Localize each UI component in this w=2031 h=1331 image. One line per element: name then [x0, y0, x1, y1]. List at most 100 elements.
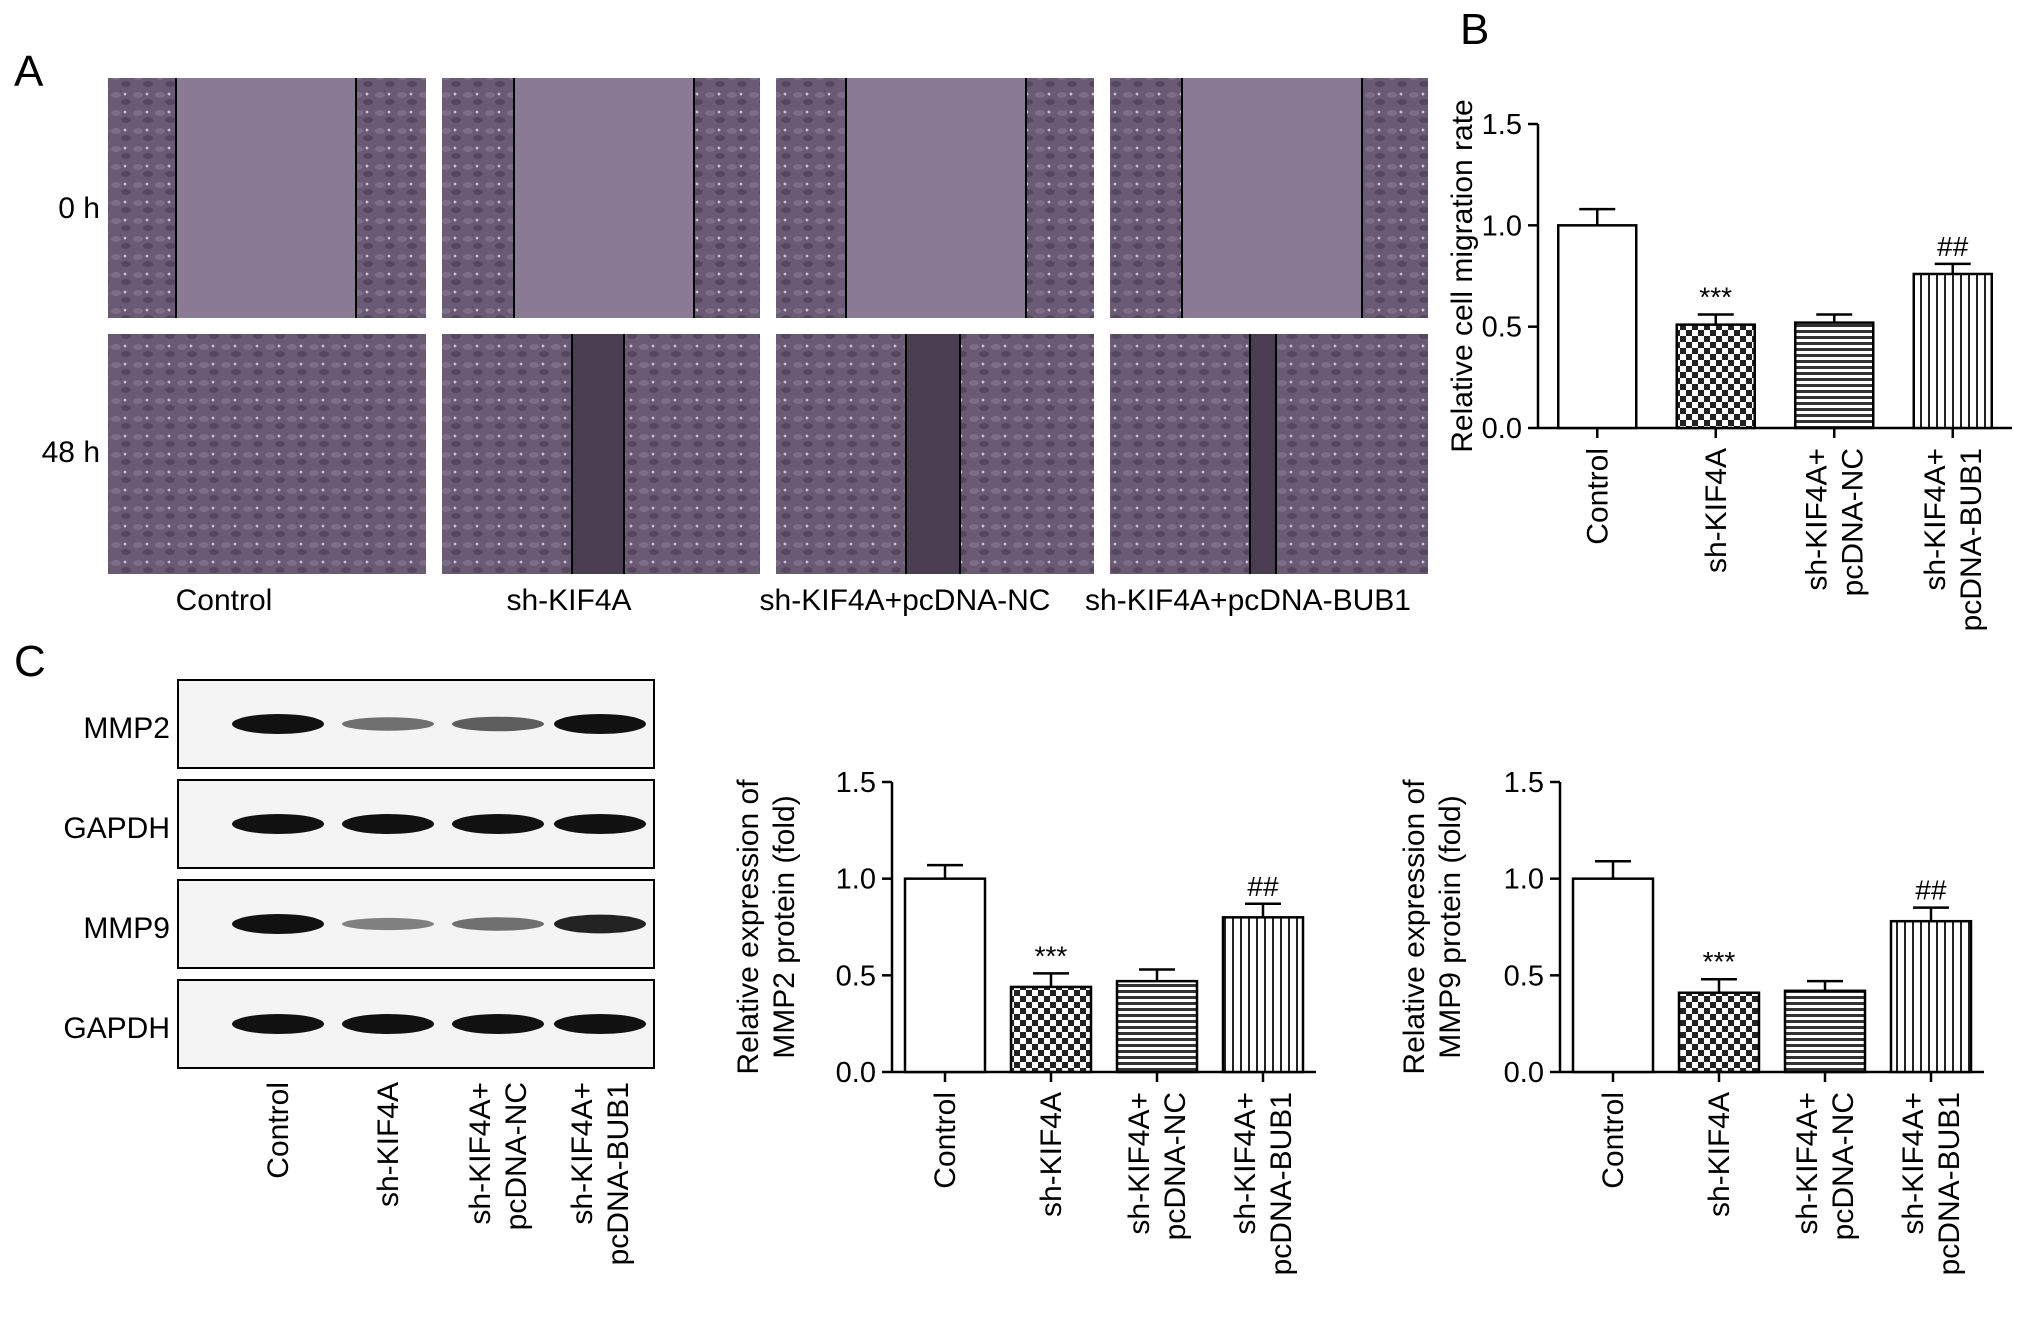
x-tick-label: pcDNA-NC: [1159, 1092, 1192, 1240]
x-tick-label: sh-KIF4A: [1700, 448, 1733, 573]
x-tick-label: pcDNA-BUB1: [1955, 448, 1988, 631]
blot-lane-label-2-1: pcDNA-NC: [500, 1082, 533, 1230]
wound-gap-0-3: [1182, 78, 1362, 318]
blot-band-0-3: [554, 714, 646, 734]
blot-band-1-1: [342, 814, 434, 834]
micrograph-1-0: [108, 334, 426, 574]
band-label-gapdh-2: GAPDH: [63, 1012, 170, 1045]
x-tick-label: Control: [1597, 1092, 1630, 1189]
blot-lane-label-0-0: Control: [262, 1082, 295, 1179]
bar: [903, 877, 987, 1074]
blot-band-2-1: [342, 917, 434, 931]
y-axis-label: MMP9 protein (fold): [1434, 795, 1467, 1058]
y-tick-label: 0.0: [836, 1057, 876, 1089]
blot-band-3-0: [232, 1014, 324, 1034]
bar: [1912, 272, 1993, 430]
significance-mark: ##: [1937, 231, 1969, 262]
x-tick-label: sh-KIF4A: [1035, 1092, 1068, 1217]
row-label-48h: 48 h: [42, 436, 100, 469]
bar: [1783, 989, 1867, 1074]
wound-gap-0-2: [846, 78, 1026, 318]
x-tick-label: Control: [929, 1092, 962, 1189]
chart-mmp2-expression: 0.0 0.5 1.0 1.5 Relative expression of MMP2 p…: [732, 767, 1316, 1275]
blot-band-1-3: [554, 814, 646, 834]
y-tick-label: 0.0: [1482, 413, 1522, 445]
blot-lane-label-3-1: pcDNA-BUB1: [602, 1082, 635, 1265]
x-tick-label: pcDNA-BUB1: [1933, 1092, 1966, 1275]
y-axis-label: MMP2 protein (fold): [768, 795, 801, 1058]
band-label-mmp9: MMP9: [83, 912, 170, 945]
blot-lane-label-3-0: sh-KIF4A+: [566, 1082, 599, 1225]
panel-letter-b: B: [1460, 5, 1489, 54]
y-tick-label: 1.5: [1482, 109, 1522, 141]
significance-mark: ##: [1247, 871, 1279, 902]
blot-band-2-2: [452, 917, 544, 931]
y-tick-label: 1.0: [1504, 864, 1544, 896]
column-label-control: Control: [176, 584, 273, 617]
blot-band-3-3: [554, 1014, 646, 1034]
row-label-0h: 0 h: [58, 192, 100, 225]
blot-band-3-2: [452, 1014, 544, 1034]
y-axis-label: Relative expression of: [1398, 779, 1431, 1075]
band-label-gapdh-1: GAPDH: [63, 812, 170, 845]
blot-band-2-3: [554, 914, 646, 934]
bar: [1571, 877, 1655, 1074]
y-tick-label: 0.0: [1504, 1057, 1544, 1089]
wound-gap-0-0: [176, 78, 356, 318]
x-tick-label: pcDNA-NC: [1827, 1092, 1860, 1240]
bar: [1677, 991, 1761, 1074]
blot-band-2-0: [232, 914, 324, 934]
y-tick-label: 0.5: [1504, 960, 1544, 992]
column-label-sh-kif4a-pcdna-nc: sh-KIF4A+pcDNA-NC: [760, 584, 1051, 617]
blot-band-1-2: [452, 814, 544, 834]
significance-mark: ##: [1915, 875, 1947, 906]
panel-letter-a: A: [14, 47, 44, 96]
bar: [1221, 916, 1305, 1074]
band-label-mmp2: MMP2: [83, 712, 170, 745]
western-blot: MMP2 GAPDH MMP9 GAPDH Control sh-KIF4A sh-…: [63, 679, 655, 1265]
x-tick-label: sh-KIF4A+: [1800, 448, 1833, 591]
x-tick-label: sh-KIF4A+: [1897, 1092, 1930, 1235]
y-tick-label: 0.5: [1482, 312, 1522, 344]
x-tick-label: sh-KIF4A+: [1919, 448, 1952, 591]
x-tick-label: pcDNA-NC: [1836, 448, 1869, 596]
panel-a-wound-images: 0 h 48 h Control sh-KIF4A sh-KIF4A+pcDNA…: [42, 78, 1428, 617]
bar: [1009, 985, 1093, 1074]
bar: [1675, 323, 1756, 430]
y-axis-label: Relative cell migration rate: [1446, 99, 1479, 452]
blot-band-1-0: [232, 814, 324, 834]
significance-mark: ***: [1703, 946, 1736, 977]
significance-mark: ***: [1699, 282, 1732, 313]
y-tick-label: 1.5: [1504, 767, 1544, 799]
column-label-sh-kif4a-pcdna-bub1: sh-KIF4A+pcDNA-BUB1: [1085, 584, 1411, 617]
y-tick-label: 1.5: [836, 767, 876, 799]
blot-band-3-1: [342, 1014, 434, 1034]
wound-gap-1-2: [906, 334, 960, 574]
wound-gap-1-1: [572, 334, 624, 574]
x-tick-label: sh-KIF4A: [1703, 1092, 1736, 1217]
significance-mark: ***: [1035, 940, 1068, 971]
wound-gap-0-1: [514, 78, 694, 318]
blot-lane-label-2-0: sh-KIF4A+: [464, 1082, 497, 1225]
x-tick-label: sh-KIF4A+: [1791, 1092, 1824, 1235]
bar: [1889, 919, 1973, 1074]
x-tick-label: sh-KIF4A+: [1123, 1092, 1156, 1235]
bar: [1557, 224, 1638, 430]
x-tick-label: Control: [1581, 448, 1614, 545]
y-tick-label: 1.0: [836, 864, 876, 896]
blot-lane-label-1-0: sh-KIF4A: [372, 1082, 405, 1207]
y-tick-label: 1.0: [1482, 210, 1522, 242]
x-tick-label: pcDNA-BUB1: [1265, 1092, 1298, 1275]
panel-letter-c: C: [14, 637, 46, 686]
blot-band-0-2: [452, 716, 544, 732]
blot-band-0-1: [342, 717, 434, 731]
bar: [1794, 321, 1875, 430]
column-label-sh-kif4a: sh-KIF4A: [506, 584, 631, 617]
y-axis-label: Relative expression of: [732, 779, 765, 1075]
y-tick-label: 0.5: [836, 960, 876, 992]
wound-gap-1-3: [1250, 334, 1276, 574]
chart-mmp9-expression: 0.0 0.5 1.0 1.5 Relative expression of MMP9 p…: [1398, 767, 1984, 1275]
bar: [1115, 979, 1199, 1074]
